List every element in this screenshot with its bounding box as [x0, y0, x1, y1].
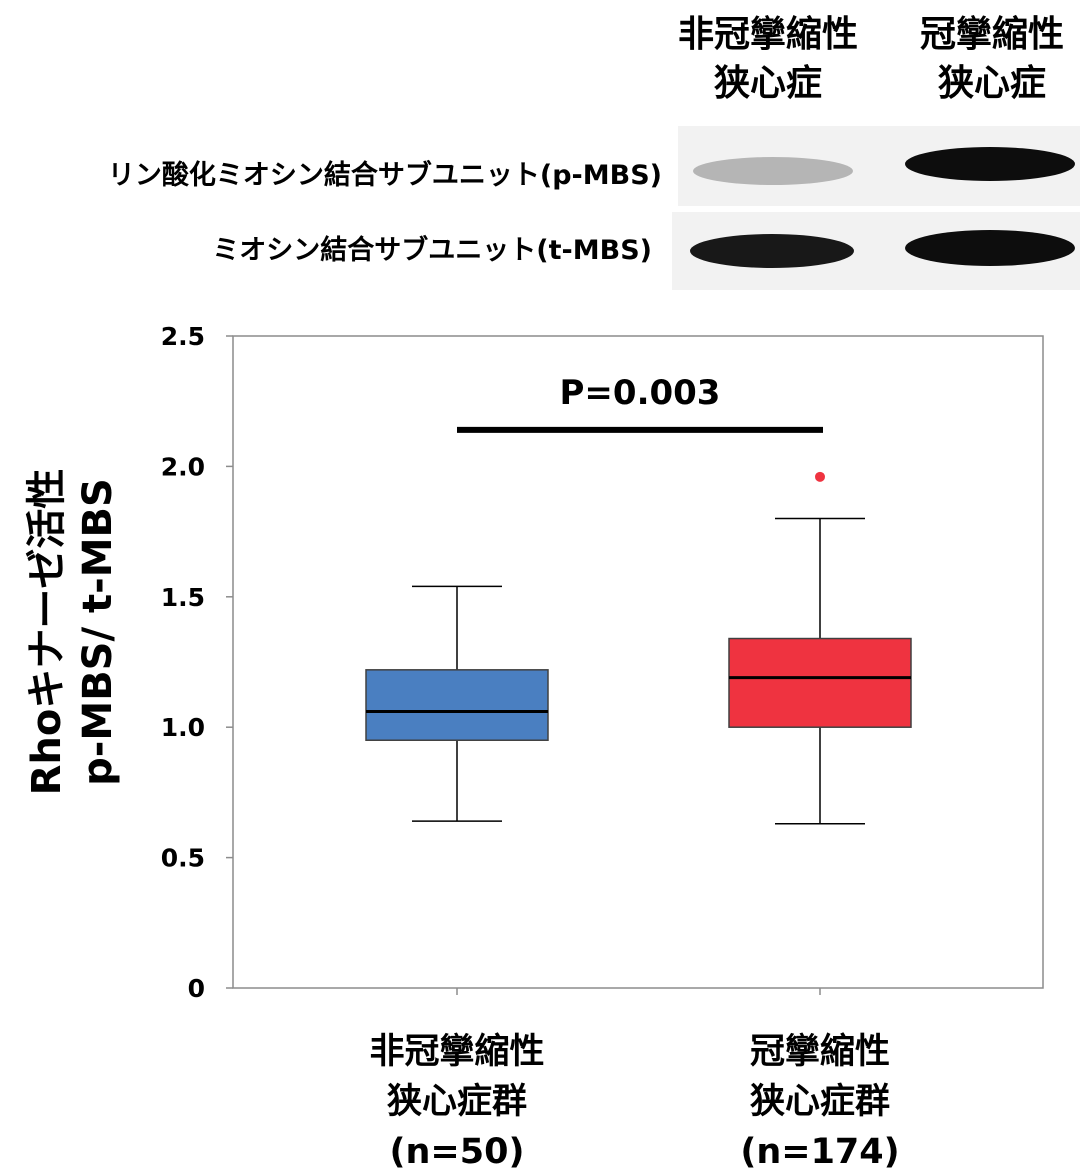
- box-iqr: [728, 637, 912, 728]
- western-blot: 非冠攣縮性 狭心症 冠攣縮性 狭心症 リン酸化ミオシン結合サブユニット(p-MB…: [108, 14, 1080, 290]
- x-category-label-line: (n=174): [740, 1132, 899, 1171]
- blot-col-header-1-line-1: 非冠攣縮性: [678, 14, 858, 55]
- plot-frame: [232, 335, 1044, 989]
- blot-band-t-mbs-2: [905, 230, 1075, 266]
- blot-lane-label-t-mbs: ミオシン結合サブユニット(t-MBS): [212, 234, 652, 266]
- y-axis-label-line-2: p-MBS/ t-MBS: [75, 478, 121, 786]
- x-category-label-line: 冠攣縮性: [750, 1032, 890, 1072]
- box-series: [365, 471, 912, 825]
- blot-col-header-2-line-2: 狭心症: [938, 63, 1046, 104]
- y-tick-label: 1.0: [161, 713, 205, 742]
- box-2: [728, 471, 912, 825]
- blot-lane-label-p-mbs: リン酸化ミオシン結合サブユニット(p-MBS): [108, 159, 662, 191]
- y-axis-label: Rhoキナーゼ活性 p-MBS/ t-MBS: [24, 469, 121, 796]
- x-category-label-line: 狭心症群: [387, 1082, 527, 1122]
- box-iqr: [365, 669, 549, 741]
- outlier-point: [815, 471, 825, 482]
- box-1: [365, 585, 549, 822]
- blot-band-t-mbs-1: [690, 234, 854, 268]
- blot-col-header-1-line-2: 狭心症: [714, 63, 822, 104]
- blot-band-p-mbs-2: [905, 147, 1075, 181]
- y-tick-label: 2.0: [161, 452, 205, 481]
- y-axis-label-line-1: Rhoキナーゼ活性: [24, 469, 70, 796]
- y-tick-label: 2.5: [161, 322, 205, 351]
- x-category-label-line: (n=50): [390, 1132, 525, 1171]
- y-tick-label: 1.5: [161, 583, 205, 612]
- x-category-label-line: 非冠攣縮性: [369, 1032, 544, 1072]
- x-category-label-line: 狭心症群: [750, 1082, 890, 1122]
- significance-annotation: P=0.003: [457, 373, 823, 433]
- blot-lane-t-mbs: [672, 212, 1080, 290]
- y-axis-ticks: 0 0.5 1.0 1.5 2.0 2.5: [161, 322, 233, 1003]
- blot-lane-p-mbs: [678, 126, 1080, 206]
- y-tick-label: 0.5: [161, 844, 205, 873]
- blot-band-p-mbs-1: [693, 157, 853, 185]
- blot-col-header-2-line-1: 冠攣縮性: [920, 14, 1064, 55]
- y-tick-label: 0: [188, 974, 205, 1003]
- p-value-label: P=0.003: [560, 373, 721, 413]
- box-plot: 00.51.01.52.02.5 Rhoキナーゼ活性 p-MBS/ t-MBS …: [24, 322, 1044, 1171]
